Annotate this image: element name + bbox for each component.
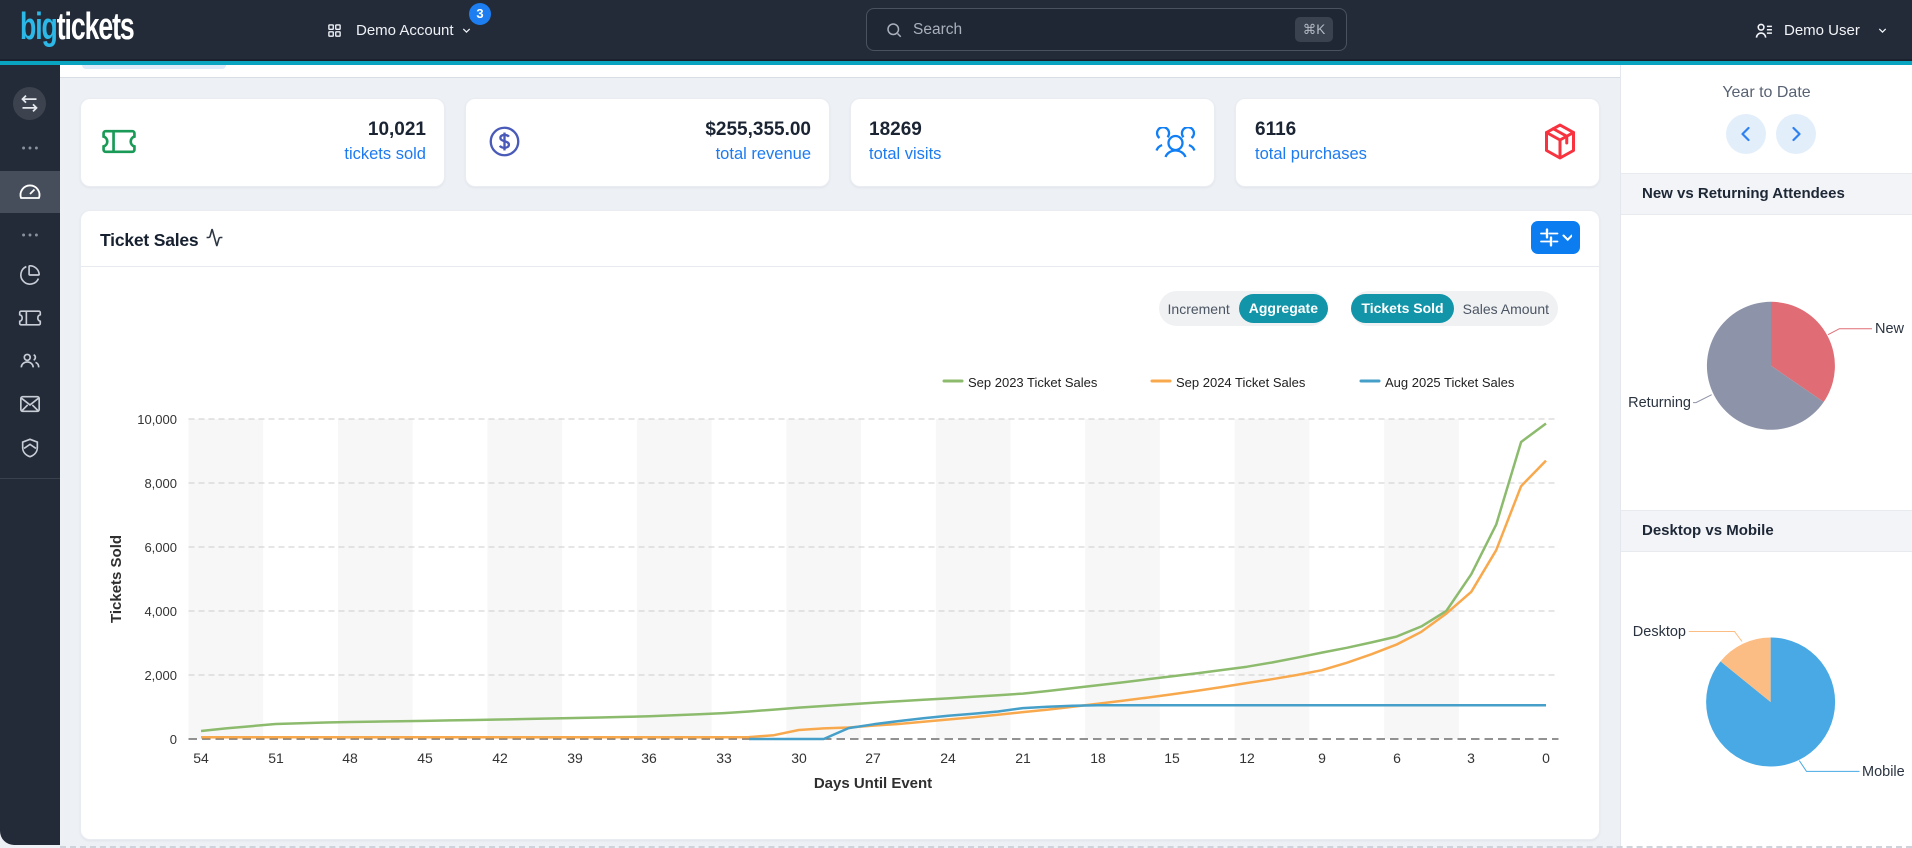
svg-text:36: 36 xyxy=(641,750,657,766)
svg-text:0: 0 xyxy=(170,732,177,747)
svg-text:45: 45 xyxy=(417,750,433,766)
svg-text:51: 51 xyxy=(268,750,284,766)
svg-text:9: 9 xyxy=(1318,750,1326,766)
svg-text:Returning: Returning xyxy=(1628,395,1691,411)
svg-text:Days Until Event: Days Until Event xyxy=(814,775,932,792)
svg-text:33: 33 xyxy=(716,750,732,766)
svg-text:15: 15 xyxy=(1164,750,1180,766)
svg-text:Mobile: Mobile xyxy=(1862,764,1905,780)
svg-text:8,000: 8,000 xyxy=(144,476,177,491)
svg-text:New: New xyxy=(1875,321,1905,337)
svg-text:6,000: 6,000 xyxy=(144,540,177,555)
svg-text:42: 42 xyxy=(492,750,508,766)
svg-text:10,000: 10,000 xyxy=(137,412,177,427)
svg-text:12: 12 xyxy=(1239,750,1255,766)
svg-text:4,000: 4,000 xyxy=(144,604,177,619)
svg-text:27: 27 xyxy=(865,750,881,766)
svg-text:Desktop: Desktop xyxy=(1633,624,1686,640)
svg-text:24: 24 xyxy=(940,750,956,766)
svg-text:Sep 2024 Ticket Sales: Sep 2024 Ticket Sales xyxy=(1176,375,1306,390)
svg-text:0: 0 xyxy=(1542,750,1550,766)
svg-text:21: 21 xyxy=(1015,750,1031,766)
svg-text:6: 6 xyxy=(1393,750,1401,766)
svg-text:39: 39 xyxy=(567,750,583,766)
svg-text:2,000: 2,000 xyxy=(144,668,177,683)
svg-text:18: 18 xyxy=(1090,750,1106,766)
svg-text:3: 3 xyxy=(1467,750,1475,766)
svg-text:30: 30 xyxy=(791,750,807,766)
svg-text:54: 54 xyxy=(193,750,209,766)
svg-text:Aug 2025 Ticket Sales: Aug 2025 Ticket Sales xyxy=(1385,375,1515,390)
svg-text:Tickets Sold: Tickets Sold xyxy=(108,535,125,623)
svg-text:48: 48 xyxy=(342,750,358,766)
svg-text:Sep 2023 Ticket Sales: Sep 2023 Ticket Sales xyxy=(968,375,1098,390)
